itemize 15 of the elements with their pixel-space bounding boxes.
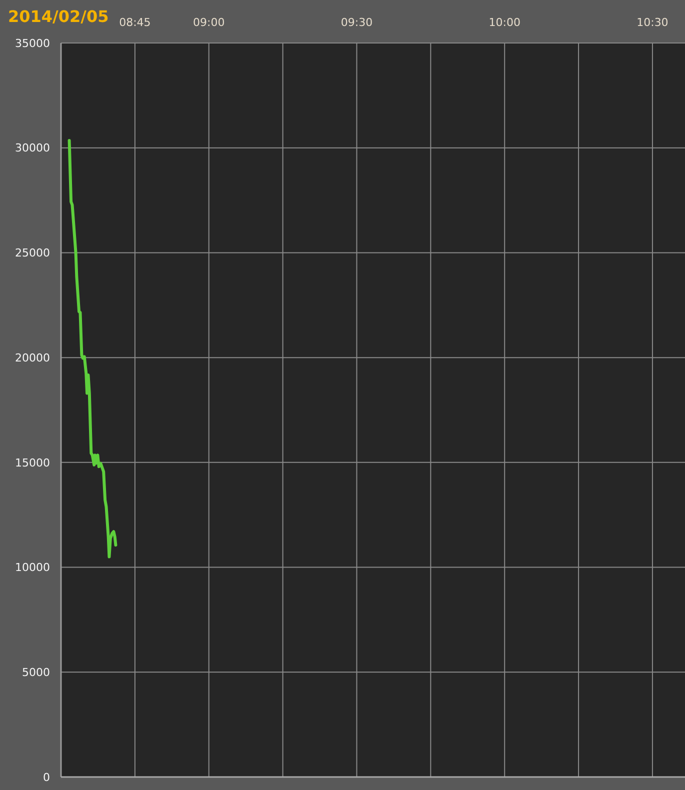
- y-tick-label: 20000: [15, 351, 50, 364]
- x-tick-label: 10:00: [488, 16, 520, 29]
- x-tick-label: 09:30: [340, 16, 373, 29]
- x-tick-label: 09:00: [193, 16, 225, 29]
- x-tick-label: 08:45: [119, 16, 151, 29]
- y-tick-label: 15000: [15, 456, 50, 470]
- chart-title: 2014/02/05: [8, 7, 109, 26]
- line-series: [68, 139, 118, 558]
- y-tick-label: 10000: [15, 561, 50, 574]
- x-tick-label: 10:30: [636, 16, 668, 29]
- y-tick-label: 35000: [15, 36, 50, 50]
- y-tick-label: 30000: [15, 142, 50, 155]
- y-tick-label: 5000: [22, 666, 50, 679]
- y-tick-label: 25000: [15, 246, 50, 260]
- y-tick-label: 0: [43, 770, 50, 784]
